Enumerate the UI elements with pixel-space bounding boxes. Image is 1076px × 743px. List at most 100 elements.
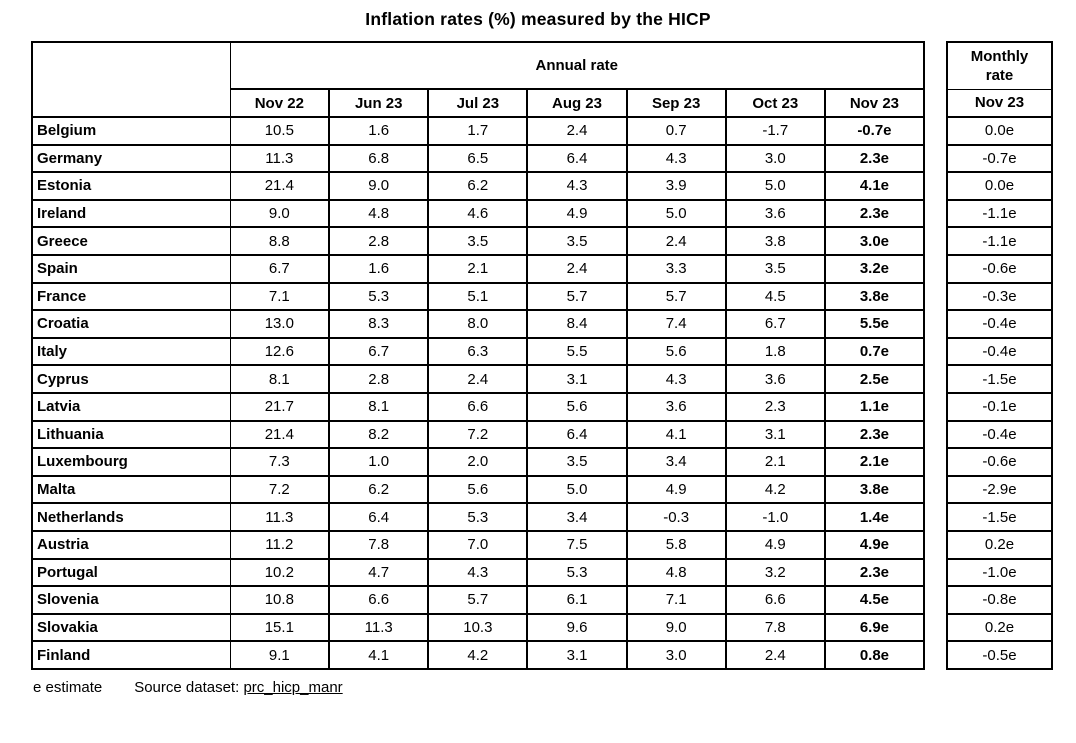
country-label: Finland [31,640,231,670]
annual-value: 4.9 [526,198,628,229]
monthly-value: 0.2e [946,529,1053,560]
annual-value: 6.6 [328,585,430,615]
annual-value: 9.1 [229,640,331,670]
annual-value: 3.0e [823,226,926,256]
annual-value: 4.8 [625,557,727,588]
annual-value: 1.6 [328,116,430,146]
annual-value: 8.0 [427,309,529,339]
monthly-value: -0.6e [946,253,1053,284]
country-label: Lithuania [31,419,231,450]
annual-value: 9.6 [526,612,628,643]
annual-value: 4.3 [625,364,727,394]
annual-value: 5.0 [625,198,727,229]
annual-value: 5.5 [526,336,628,367]
annual-column-header-6: Nov 23 [823,88,926,118]
annual-value: 3.5 [724,253,826,284]
group-header-row: Annual rate [31,41,925,118]
annual-value: 5.6 [526,391,628,422]
annual-value: 11.3 [328,612,430,643]
corner-cell [31,41,231,118]
annual-value: 8.2 [328,419,430,450]
annual-value: 4.1 [625,419,727,450]
table-row: Austria 11.2 7.8 7.0 7.5 5.8 4.9 4.9e [31,529,926,560]
annual-value: 7.1 [625,585,727,615]
annual-value: 5.3 [427,502,529,532]
annual-value: 4.1 [328,640,430,670]
country-label: Luxembourg [31,447,231,477]
source-dataset-link[interactable]: prc_hicp_manr [243,678,343,696]
annual-value: 2.1 [427,253,529,284]
table-row: Germany 11.3 6.8 6.5 6.4 4.3 3.0 2.3e [31,143,926,174]
monthly-column-header: Nov 23 [946,88,1053,118]
annual-value: 1.8 [724,336,826,367]
table-row: Greece 8.8 2.8 3.5 3.5 2.4 3.8 3.0e [31,226,926,256]
annual-value: 3.1 [724,419,826,450]
monthly-rate-header: Monthly rate [946,41,1053,90]
annual-value: 3.6 [625,391,727,422]
annual-value: 2.3 [724,391,826,422]
annual-value: 3.4 [625,447,727,477]
annual-value: 5.7 [526,281,628,312]
annual-value: -0.7e [823,116,926,146]
annual-value: 6.6 [427,391,529,422]
annual-value: 3.2e [823,253,926,284]
annual-value: 6.7 [229,253,331,284]
annual-value: 3.4 [526,502,628,532]
source-label: Source dataset: [134,678,240,696]
annual-value: 5.8 [625,529,727,560]
annual-value: 2.4 [625,226,727,256]
table-row: -0.8e [946,585,1053,615]
annual-column-header-1: Jun 23 [328,88,430,118]
annual-value: 15.1 [229,612,331,643]
annual-value: 4.5 [724,281,826,312]
annual-value: 6.6 [724,585,826,615]
annual-value: 2.3e [823,198,926,229]
annual-value: 3.8e [823,474,926,505]
annual-value: 10.5 [229,116,331,146]
table-row: Finland 9.1 4.1 4.2 3.1 3.0 2.4 0.8e [31,640,926,670]
monthly-value: 0.0e [946,116,1053,146]
annual-value: 3.6 [724,364,826,394]
table-row: -2.9e [946,474,1053,505]
annual-column-header-2: Jul 23 [427,88,529,118]
annual-value: 11.3 [229,143,331,174]
monthly-column-row: Nov 23 [946,88,1053,118]
annual-value: 5.0 [724,171,826,201]
annual-value: 21.7 [229,391,331,422]
annual-value: 3.0 [724,143,826,174]
annual-value: 5.6 [427,474,529,505]
table-row: -1.1e [946,198,1053,229]
annual-value: 8.3 [328,309,430,339]
annual-value: 7.2 [229,474,331,505]
annual-value: 6.7 [724,309,826,339]
table-row: -1.5e [946,364,1053,394]
annual-value: 4.3 [526,171,628,201]
monthly-value: -0.4e [946,419,1053,450]
annual-value: 7.8 [328,529,430,560]
monthly-group-header-row: Monthly rate [946,41,1053,90]
annual-value: 9.0 [625,612,727,643]
annual-value: 2.3e [823,419,926,450]
country-label: Croatia [31,309,231,339]
annual-value: 5.7 [427,585,529,615]
monthly-value: -0.8e [946,585,1053,615]
country-label: Netherlands [31,502,231,532]
annual-value: 2.1e [823,447,926,477]
country-label: Latvia [31,391,231,422]
annual-value: 0.7 [625,116,727,146]
monthly-value: -0.1e [946,391,1053,422]
country-label: Slovakia [31,612,231,643]
table-row: -0.6e [946,253,1053,284]
monthly-value: -1.0e [946,557,1053,588]
annual-value: 3.1 [526,364,628,394]
annual-value: 4.1e [823,171,926,201]
table-row: Lithuania 21.4 8.2 7.2 6.4 4.1 3.1 2.3e [31,419,926,450]
country-label: Ireland [31,198,231,229]
annual-value: 2.5e [823,364,926,394]
annual-value: 8.1 [229,364,331,394]
footnote: e estimate Source dataset: prc_hicp_manr [33,679,1076,696]
table-row: -0.1e [946,391,1053,422]
annual-value: -1.7 [724,116,826,146]
annual-value: 4.9 [724,529,826,560]
